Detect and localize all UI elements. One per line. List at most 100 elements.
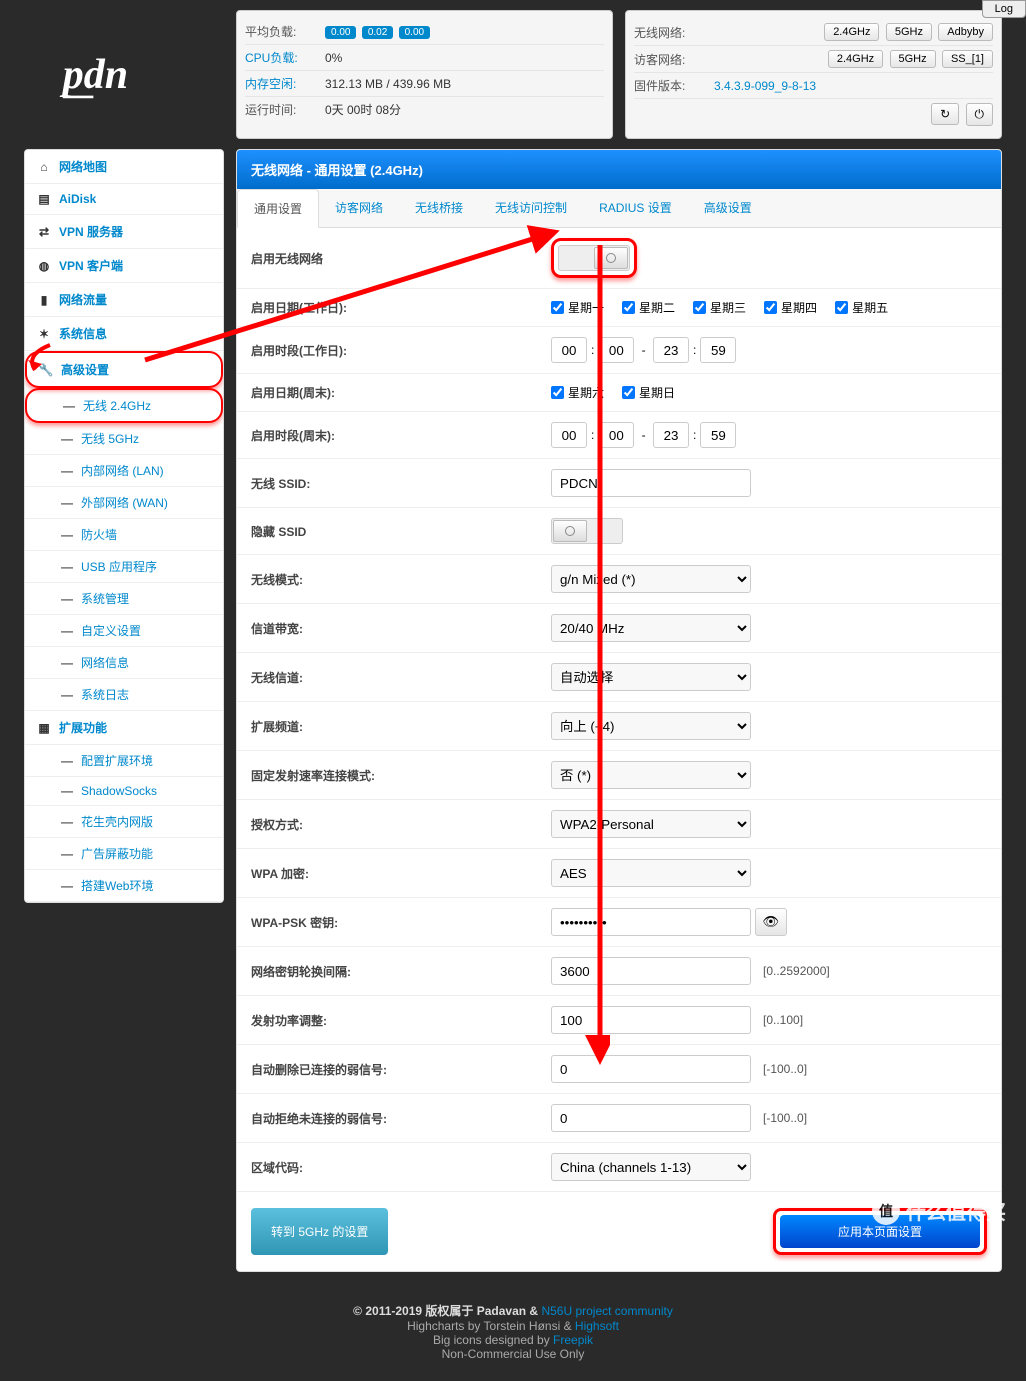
sidebar-item-label: 系统信息 xyxy=(59,325,107,342)
checkbox-input[interactable] xyxy=(835,301,848,314)
sidebar-sub-item[interactable]: 系统日志 xyxy=(25,679,223,711)
checkbox-input[interactable] xyxy=(551,301,564,314)
sidebar-sub-item[interactable]: 无线 2.4GHz xyxy=(25,388,223,423)
ssid-input[interactable] xyxy=(551,469,751,497)
work-time-h2[interactable] xyxy=(653,337,689,363)
weekend-time-m1[interactable] xyxy=(598,422,634,448)
tab[interactable]: 无线访问控制 xyxy=(479,189,583,227)
wrench-icon: 🔧 xyxy=(37,363,55,377)
work-time-m1[interactable] xyxy=(598,337,634,363)
checkbox-label: 星期一 xyxy=(568,299,604,316)
weekday-checkbox[interactable]: 星期一 xyxy=(551,299,604,316)
sidebar-sub-item[interactable]: 防火墙 xyxy=(25,519,223,551)
auth-select[interactable]: WPA2-Personal xyxy=(551,810,751,838)
sidebar-item[interactable]: 🔧高级设置 xyxy=(25,351,223,388)
sidebar-item-label: VPN 客户端 xyxy=(59,257,123,274)
weekend-checkbox[interactable]: 星期日 xyxy=(622,384,675,401)
adbyby-button[interactable]: Adbyby xyxy=(938,23,993,41)
weekend-time-h1[interactable] xyxy=(551,422,587,448)
enable-radio-toggle[interactable] xyxy=(558,245,630,271)
wlan-label: 无线网络: xyxy=(634,24,714,41)
watermark: 值 什么值得买 xyxy=(872,1196,1006,1225)
checkbox-input[interactable] xyxy=(764,301,777,314)
work-time-m2[interactable] xyxy=(700,337,736,363)
hide-ssid-toggle[interactable] xyxy=(551,518,623,544)
footer-community-link[interactable]: N56U project community xyxy=(541,1304,672,1318)
sidebar-item[interactable]: ⇄VPN 服务器 xyxy=(25,215,223,249)
footer-highsoft-link[interactable]: Highsoft xyxy=(575,1319,619,1333)
checkbox-input[interactable] xyxy=(693,301,706,314)
log-button[interactable]: Log xyxy=(982,0,1026,18)
kick-rssi-input[interactable] xyxy=(551,1055,751,1083)
tab[interactable]: 访客网络 xyxy=(319,189,399,227)
bw-select[interactable]: 20/40 MHz xyxy=(551,614,751,642)
sidebar-sub-item[interactable]: 配置扩展环境 xyxy=(25,745,223,777)
footer-noncommercial: Non-Commercial Use Only xyxy=(0,1347,1026,1361)
checkbox-input[interactable] xyxy=(622,301,635,314)
tab[interactable]: 通用设置 xyxy=(237,189,319,228)
ss-button[interactable]: SS_[1] xyxy=(942,50,993,68)
refresh-button[interactable]: ↻ xyxy=(931,103,959,125)
power-button[interactable]: ⏻ xyxy=(966,103,994,126)
weekday-checkbox[interactable]: 星期四 xyxy=(764,299,817,316)
sidebar-sub-item[interactable]: 无线 5GHz xyxy=(25,423,223,455)
weekday-checkbox[interactable]: 星期五 xyxy=(835,299,888,316)
switch-5g-button[interactable]: 转到 5GHz 的设置 xyxy=(251,1208,388,1255)
guest-5-button[interactable]: 5GHz xyxy=(890,50,936,68)
weekend-checkbox[interactable]: 星期六 xyxy=(551,384,604,401)
txpower-input[interactable] xyxy=(551,1006,751,1034)
weekday-checkbox[interactable]: 星期三 xyxy=(693,299,746,316)
sidebar-sub-item[interactable]: 搭建Web环境 xyxy=(25,870,223,902)
wpa-enc-select[interactable]: AES xyxy=(551,859,751,887)
sidebar-item[interactable]: ▦扩展功能 xyxy=(25,711,223,745)
show-password-button[interactable]: 👁 xyxy=(755,908,787,936)
sidebar-sub-item[interactable]: 自定义设置 xyxy=(25,615,223,647)
wlan-5-button[interactable]: 5GHz xyxy=(886,23,932,41)
weekend-time-label: 启用时段(周末): xyxy=(251,427,551,444)
sidebar-item[interactable]: ▮网络流量 xyxy=(25,283,223,317)
sidebar-item[interactable]: ▤AiDisk xyxy=(25,184,223,215)
sidebar-sub-item[interactable]: 外部网络 (WAN) xyxy=(25,487,223,519)
sidebar-sub-item[interactable]: 系统管理 xyxy=(25,583,223,615)
sidebar-item[interactable]: ✶系统信息 xyxy=(25,317,223,351)
sidebar-sub-item[interactable]: 花生壳内网版 xyxy=(25,806,223,838)
sidebar-sub-item[interactable]: 网络信息 xyxy=(25,647,223,679)
weekend-time-h2[interactable] xyxy=(653,422,689,448)
guest-24-button[interactable]: 2.4GHz xyxy=(828,50,883,68)
fw-version-link[interactable]: 3.4.3.9-099_9-8-13 xyxy=(714,79,816,93)
checkbox-input[interactable] xyxy=(551,386,564,399)
sidebar-sub-item[interactable]: 内部网络 (LAN) xyxy=(25,455,223,487)
region-label: 区域代码: xyxy=(251,1159,551,1176)
reject-rssi-input[interactable] xyxy=(551,1104,751,1132)
cpu-load-link[interactable]: CPU负载: xyxy=(245,51,298,65)
panel-title: 无线网络 - 通用设置 (2.4GHz) xyxy=(237,150,1001,189)
mem-free-link[interactable]: 内存空闲: xyxy=(245,77,296,91)
tab[interactable]: RADIUS 设置 xyxy=(583,189,688,227)
rekey-hint: [0..2592000] xyxy=(763,964,830,978)
sidebar-item[interactable]: ◍VPN 客户端 xyxy=(25,249,223,283)
uptime-label: 运行时间: xyxy=(245,101,325,118)
sidebar-sub-item[interactable]: USB 应用程序 xyxy=(25,551,223,583)
fixed-rate-select[interactable]: 否 (*) xyxy=(551,761,751,789)
sidebar-sub-item[interactable]: 广告屏蔽功能 xyxy=(25,838,223,870)
checkbox-label: 星期日 xyxy=(639,384,675,401)
sidebar-item[interactable]: ⌂网络地图 xyxy=(25,150,223,184)
reject-rssi-hint: [-100..0] xyxy=(763,1111,807,1125)
weekend-time-m2[interactable] xyxy=(700,422,736,448)
ext-channel-select[interactable]: 向上 (+4) xyxy=(551,712,751,740)
tab[interactable]: 高级设置 xyxy=(688,189,768,227)
mode-label: 无线模式: xyxy=(251,571,551,588)
footer-freepik-link[interactable]: Freepik xyxy=(553,1333,593,1347)
sidebar-sub-item[interactable]: ShadowSocks xyxy=(25,777,223,806)
rekey-input[interactable] xyxy=(551,957,751,985)
wlan-24-button[interactable]: 2.4GHz xyxy=(824,23,879,41)
region-select[interactable]: China (channels 1-13) xyxy=(551,1153,751,1181)
psk-input[interactable] xyxy=(551,908,751,936)
weekday-checkbox[interactable]: 星期二 xyxy=(622,299,675,316)
mode-select[interactable]: g/n Mixed (*) xyxy=(551,565,751,593)
channel-select[interactable]: 自动选择 xyxy=(551,663,751,691)
checkbox-input[interactable] xyxy=(622,386,635,399)
tab[interactable]: 无线桥接 xyxy=(399,189,479,227)
work-time-h1[interactable] xyxy=(551,337,587,363)
hide-ssid-label: 隐藏 SSID xyxy=(251,523,551,540)
